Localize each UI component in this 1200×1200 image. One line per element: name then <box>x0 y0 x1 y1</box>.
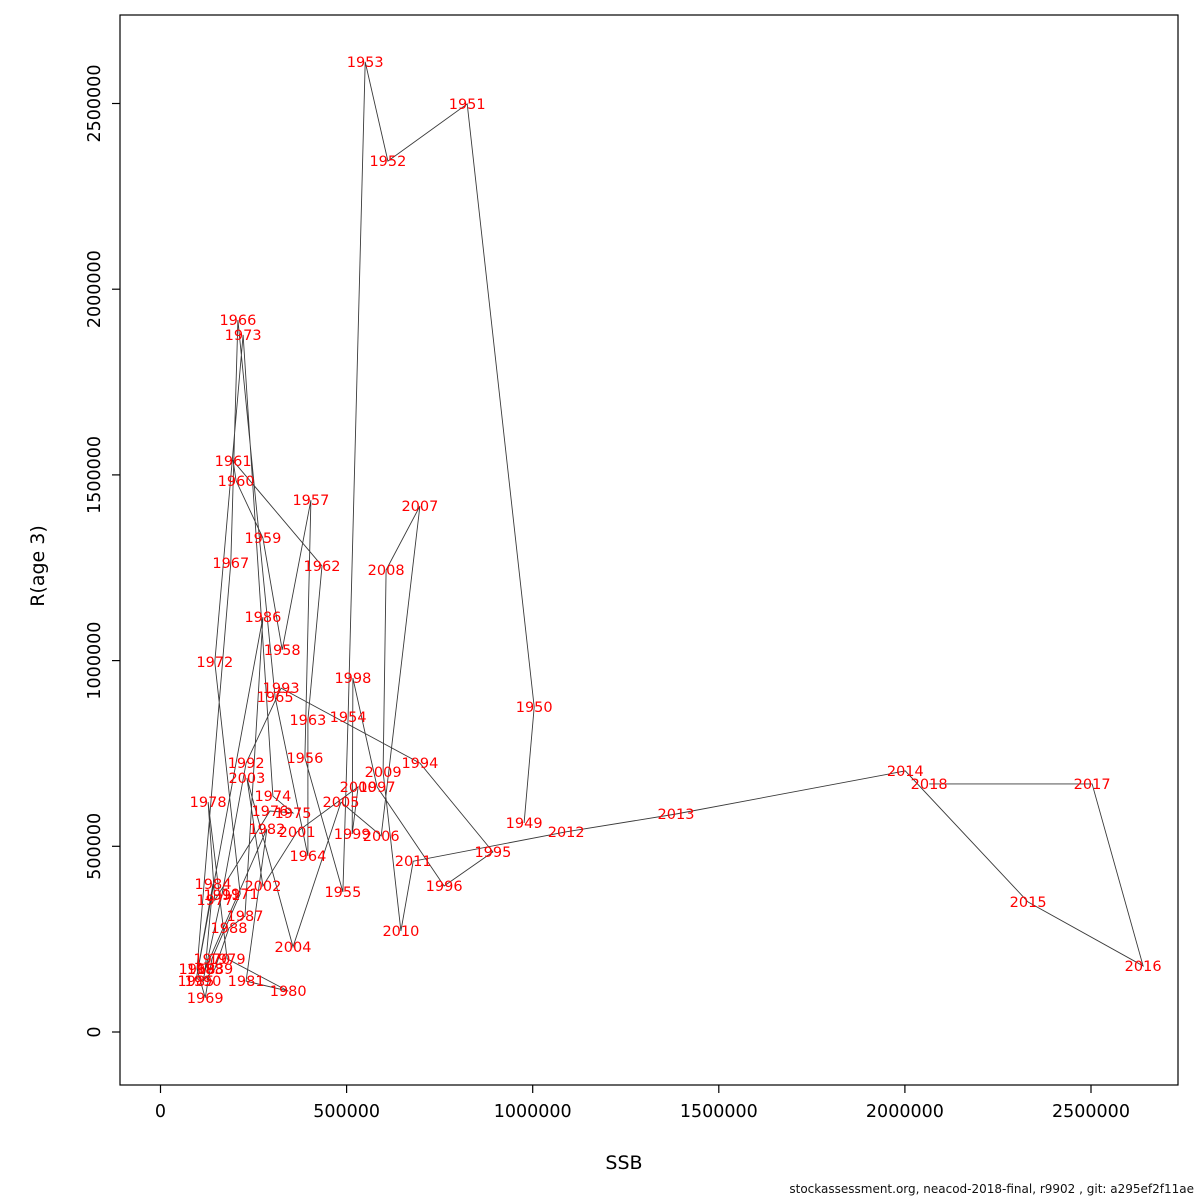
year-label-1984: 1984 <box>195 877 232 893</box>
year-label-1971: 1971 <box>222 887 259 903</box>
year-label-2016: 2016 <box>1125 959 1162 975</box>
year-label-1973: 1973 <box>225 328 262 344</box>
year-label-2007: 2007 <box>401 499 438 515</box>
year-label-1988: 1988 <box>211 921 248 937</box>
year-label-2001: 2001 <box>279 825 316 841</box>
year-label-2008: 2008 <box>368 563 405 579</box>
year-label-1992: 1992 <box>228 756 265 772</box>
x-tick-label: 500000 <box>313 1102 380 1122</box>
year-label-1960: 1960 <box>218 474 255 490</box>
y-tick-label: 1500000 <box>85 436 105 514</box>
y-tick-label: 500000 <box>85 813 105 880</box>
year-label-2010: 2010 <box>382 924 419 940</box>
x-axis-title: SSB <box>0 1152 1200 1174</box>
year-label-1959: 1959 <box>244 531 281 547</box>
year-label-1995: 1995 <box>474 845 511 861</box>
x-tick-label: 2000000 <box>866 1102 944 1122</box>
year-label-1969: 1969 <box>187 991 224 1007</box>
year-label-1989: 1989 <box>196 962 233 978</box>
year-label-1953: 1953 <box>347 55 384 71</box>
year-label-1985: 1985 <box>177 974 214 990</box>
x-tick-label: 1500000 <box>680 1102 758 1122</box>
year-label-1972: 1972 <box>196 655 233 671</box>
year-label-1956: 1956 <box>286 751 323 767</box>
year-label-1996: 1996 <box>426 879 463 895</box>
year-label-2011: 2011 <box>395 854 432 870</box>
year-label-2000: 2000 <box>340 780 377 796</box>
year-label-1966: 1966 <box>219 313 256 329</box>
year-label-1982: 1982 <box>248 822 285 838</box>
year-label-1964: 1964 <box>289 849 326 865</box>
year-label-1955: 1955 <box>324 885 361 901</box>
year-label-1958: 1958 <box>264 643 301 659</box>
year-label-1951: 1951 <box>449 97 486 113</box>
x-tick-label: 2500000 <box>1052 1102 1130 1122</box>
sr-trajectory-line <box>195 61 1144 998</box>
x-tick-label: 0 <box>155 1102 166 1122</box>
year-label-1974: 1974 <box>254 789 291 805</box>
year-label-2002: 2002 <box>244 879 281 895</box>
plot-frame <box>119 14 1179 1086</box>
year-label-1998: 1998 <box>334 671 371 687</box>
year-label-2014: 2014 <box>887 764 924 780</box>
year-label-1962: 1962 <box>304 559 341 575</box>
year-label-1968: 1968 <box>179 962 216 978</box>
year-label-1952: 1952 <box>369 154 406 170</box>
year-label-1991: 1991 <box>203 888 240 904</box>
year-label-2017: 2017 <box>1074 777 1111 793</box>
year-label-2006: 2006 <box>363 829 400 845</box>
year-label-1976: 1976 <box>251 804 288 820</box>
year-label-1993: 1993 <box>263 681 300 697</box>
year-label-2015: 2015 <box>1010 895 1047 911</box>
y-tick-label: 2500000 <box>85 65 105 143</box>
year-label-1975: 1975 <box>275 806 312 822</box>
x-tick-label: 1000000 <box>494 1102 572 1122</box>
year-label-1957: 1957 <box>292 493 329 509</box>
year-label-1961: 1961 <box>215 454 252 470</box>
year-label-1981: 1981 <box>228 974 265 990</box>
year-label-1963: 1963 <box>289 713 326 729</box>
year-label-2012: 2012 <box>548 825 585 841</box>
year-label-2009: 2009 <box>365 765 402 781</box>
x-axis-title-text: SSB <box>605 1152 643 1174</box>
year-label-1994: 1994 <box>401 756 438 772</box>
year-label-1999: 1999 <box>334 827 371 843</box>
year-label-1950: 1950 <box>516 700 553 716</box>
year-label-1967: 1967 <box>212 556 249 572</box>
year-label-2005: 2005 <box>323 795 360 811</box>
y-tick-label: 2000000 <box>85 250 105 328</box>
year-label-1965: 1965 <box>257 690 294 706</box>
y-tick-label: 1000000 <box>85 622 105 700</box>
y-tick-label: 0 <box>85 1026 105 1037</box>
year-label-2003: 2003 <box>228 771 265 787</box>
year-label-1986: 1986 <box>244 610 281 626</box>
year-label-2013: 2013 <box>658 807 695 823</box>
year-label-1977: 1977 <box>196 893 233 909</box>
year-label-1990: 1990 <box>184 974 221 990</box>
year-label-1954: 1954 <box>330 710 367 726</box>
year-label-1978: 1978 <box>190 795 227 811</box>
year-label-1983: 1983 <box>187 962 224 978</box>
year-label-1970: 1970 <box>193 952 230 968</box>
year-label-2018: 2018 <box>911 777 948 793</box>
footer-attribution: stockassessment.org, neacod-2018-final, … <box>789 1182 1194 1196</box>
year-label-1949: 1949 <box>506 816 543 832</box>
year-label-1987: 1987 <box>227 909 264 925</box>
year-label-1997: 1997 <box>359 780 396 796</box>
year-label-2004: 2004 <box>275 940 312 956</box>
year-label-1980: 1980 <box>270 984 307 1000</box>
year-label-1979: 1979 <box>209 952 246 968</box>
y-axis-title: R(age 3) <box>27 525 49 607</box>
